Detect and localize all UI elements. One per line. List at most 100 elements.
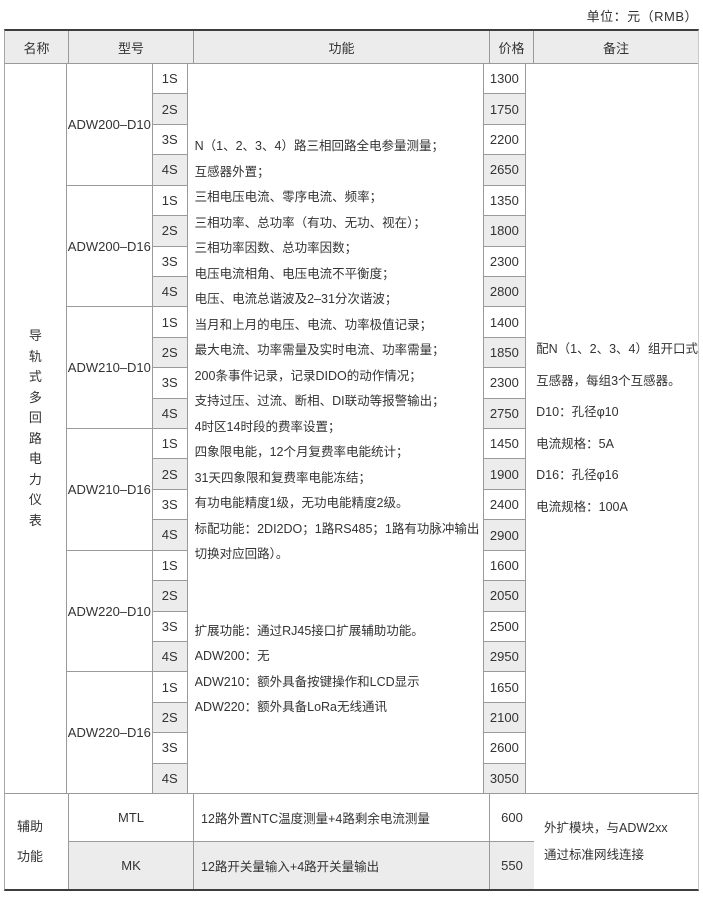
spec-cell: 3S [152,612,187,642]
spec-cell: 1S [152,429,187,460]
header-function: 功能 [194,31,490,63]
model-group: ADW220–D16 1S 2S 3S 4S [67,672,187,794]
function-line: 三相功率因数、总功率因数； [194,241,358,255]
model-name: ADW220–D10 [67,550,153,672]
spec-cell: 3S [152,368,187,399]
price-cell: 1800 [483,216,526,247]
spec-cell: 3S [152,125,187,156]
spec-cell: 4S [152,520,187,550]
price-cell: 1650 [483,672,526,703]
price-cell: 1300 [483,64,526,95]
function-line: N（1、2、3、4）路三相回路全电参量测量； [194,139,444,153]
unit-label: 单位：元（RMB） [586,9,698,24]
category-cell: 导轨式多回路电力仪表 [5,64,67,793]
remark-line: 电流规格：5A [536,436,614,451]
header-name: 名称 [5,31,69,63]
spec-cell: 2S [152,702,187,734]
model-name: ADW220–D16 [67,672,153,794]
aux-category-label: 辅助功能 [17,818,44,864]
spec-cell: 2S [152,459,187,490]
price-column: 1300 1750 2200 2650 1350 1800 2300 2800 … [483,64,527,794]
function-line: 三相功率、总功率（有功、无功、视在）； [194,215,426,230]
price-cell: 1400 [483,307,526,338]
model-group: ADW200–D16 1S 2S 3S 4S [66,185,187,308]
price-cell: 2750 [483,398,526,430]
spec-column: 1S 2S 3S 4S [152,429,187,550]
price-cell: 3050 [483,763,526,794]
function-line: 200条事件记录，记录DIDO的动作情况； [194,368,422,383]
main-section: 导轨式多回路电力仪表 ADW200–D10 1S 2S 3S 4S ADW200… [5,64,698,794]
price-cell: 2200 [483,125,526,156]
function-line: 标配功能：2DI2DO；1路RS485；1路有功脉冲输出（可 [194,521,483,536]
aux-model-name: MTL [69,794,194,841]
function-line [195,593,483,619]
price-cell: 2900 [483,520,526,551]
price-cell: 1450 [483,429,526,460]
spec-cell: 1S [152,551,187,582]
price-cell: 2950 [483,642,526,673]
function-line: 当月和上月的电压、电流、功率极值记录； [194,317,433,332]
function-line: 三相电压电流、零序电流、频率； [194,190,383,204]
remark-line: 电流规格：100A [536,499,628,514]
model-group: ADW210–D10 1S 2S 3S 4S [66,307,187,430]
spec-cell: 2S [152,94,187,125]
function-text: N（1、2、3、4）路三相回路全电参量测量； 互感器外置； 三相电压电流、零序电… [188,64,483,721]
aux-model-name: MK [69,842,194,889]
function-line: ADW220：额外具备LoRa无线通讯 [194,700,388,714]
spec-cell: 3S [152,490,187,521]
price-cell: 2800 [483,276,526,308]
price-cell: 1350 [483,186,526,217]
spec-column: 1S 2S 3S 4S [152,551,187,672]
aux-remark-line: 通过标准网线连接 [544,847,645,862]
category-label: 导轨式多回路电力仪表 [28,328,42,528]
spec-cell: 1S [152,307,187,338]
function-line: ADW200：无 [194,649,270,663]
model-group: ADW220–D10 1S 2S 3S 4S [66,550,187,673]
function-line: 支持过压、过流、断相、DI联动等报警输出； [194,394,445,408]
function-line: 31天四象限和复费率电能冻结； [194,470,372,485]
aux-remark-cell: 外扩模块，与ADW2xx 通过标准网线连接 [534,794,698,889]
price-cell: 2500 [483,612,526,643]
aux-price: 600 [501,810,523,825]
function-line: 四象限电能，12个月复费率电能统计； [194,445,409,459]
aux-rows: MTL 12路外置NTC温度测量+4路剩余电流测量 600 MK 12路开关量输… [69,794,534,889]
spec-cell: 2S [152,581,187,612]
spec-column: 1S 2S 3S 4S [152,186,187,307]
spec-cell: 4S [152,641,187,672]
function-line: 最大电流、功率需量及实时电流、功率需量； [194,343,445,357]
function-line: 扩展功能：通过RJ45接口扩展辅助功能。 [194,623,424,638]
remark-line: 配N（1、2、3、4）组开口式 [536,342,698,356]
function-line: 切换对应回路）。 [194,547,289,561]
aux-remark-line: 外扩模块，与ADW2xx [544,820,668,835]
price-cell: 1850 [483,337,526,369]
aux-row: MTL 12路外置NTC温度测量+4路剩余电流测量 600 [69,794,534,842]
spec-column: 1S 2S 3S 4S [152,307,187,429]
header-remark: 备注 [602,40,629,56]
spec-cell: 3S [152,247,187,277]
remark-line: D10：孔径φ10 [536,405,619,419]
model-name: ADW200–D16 [67,185,153,307]
spec-cell: 1S [152,186,187,217]
remark-cell: 配N（1、2、3、4）组开口式 互感器，每组3个互感器。 D10：孔径φ10 电… [526,64,698,793]
price-cell: 2300 [483,368,526,399]
spec-cell: 1S [152,672,187,703]
price-cell: 2400 [483,490,526,521]
spec-column: 1S 2S 3S 4S [152,672,187,794]
price-cell: 2650 [483,155,526,186]
header-price: 价格 [490,31,534,63]
model-name: ADW210–D16 [67,429,153,550]
aux-function: 12路外置NTC温度测量+4路剩余电流测量 [194,794,490,841]
aux-section: 辅助功能 MTL 12路外置NTC温度测量+4路剩余电流测量 600 MK 12… [5,794,698,889]
function-line [195,568,483,594]
model-name: ADW200–D10 [67,64,153,185]
spec-cell: 2S [152,337,187,369]
price-cell: 2300 [483,247,526,277]
function-cell: N（1、2、3、4）路三相回路全电参量测量； 互感器外置； 三相电压电流、零序电… [188,64,484,793]
spec-cell: 4S [152,276,187,307]
aux-function: 12路开关量输入+4路开关量输出 [194,842,490,889]
aux-row: MK 12路开关量输入+4路开关量输出 550 [69,842,534,889]
function-line: 4时区14时段的费率设置； [194,419,341,434]
remark-line: 互感器，每组3个互感器。 [536,373,681,388]
spec-column: 1S 2S 3S 4S [152,64,187,185]
